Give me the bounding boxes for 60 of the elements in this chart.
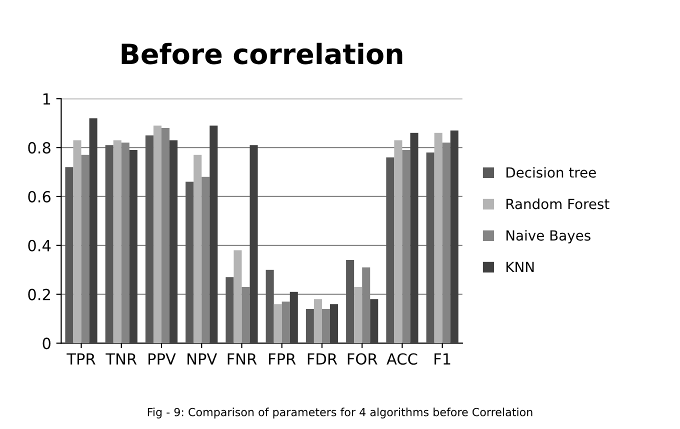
x-tick-label: TPR	[66, 353, 96, 365]
bar	[266, 270, 274, 344]
y-tick-label: 0.6	[28, 190, 51, 203]
bar	[242, 286, 250, 344]
bar	[394, 140, 402, 344]
y-tick-label: 1	[43, 93, 50, 104]
x-tick-label: TNR	[106, 353, 137, 365]
bar	[170, 140, 178, 344]
y-tick-label: 0	[42, 338, 50, 350]
legend-label: Random Forest	[506, 198, 610, 210]
bar	[386, 157, 394, 344]
legend-label: Decision tree	[506, 166, 596, 178]
bar	[194, 154, 202, 344]
bar	[322, 308, 330, 344]
bar	[73, 140, 82, 344]
bar	[65, 167, 74, 344]
bar	[282, 302, 290, 344]
x-tick-label: FPR	[269, 353, 296, 365]
bar	[162, 128, 170, 344]
bar	[330, 304, 338, 344]
legend-label: Naive Bayes	[506, 230, 590, 244]
bar	[442, 142, 450, 344]
bar	[234, 250, 242, 344]
text: Fig - 9: Comparison of parameters for 4 algorithms before Correlation	[148, 408, 532, 418]
bar	[314, 299, 322, 344]
bar	[426, 152, 434, 344]
bar	[354, 286, 362, 344]
y-tick-label: 0.8	[28, 142, 50, 154]
bar	[290, 292, 298, 344]
bar	[410, 132, 418, 344]
y-tick-label: 0.4	[28, 240, 51, 252]
bar	[89, 118, 98, 344]
x-tick-label: FDR	[308, 353, 338, 365]
bar	[450, 130, 458, 344]
bar	[145, 135, 154, 344]
bar	[434, 132, 442, 344]
bar	[129, 150, 138, 344]
bar	[202, 176, 210, 344]
bar	[346, 260, 354, 344]
chart-title: Before correlation	[122, 42, 402, 64]
bar	[210, 126, 218, 344]
x-tick-label: ACC	[386, 353, 418, 365]
bar	[370, 299, 378, 344]
x-tick-label: PPV	[148, 353, 176, 365]
bar	[250, 145, 258, 344]
bar	[186, 182, 194, 344]
bar	[81, 154, 90, 344]
legend-label: KNN	[506, 262, 534, 272]
y-tick-label: 0.2	[28, 288, 50, 300]
bar	[274, 304, 282, 344]
x-tick-label: FOR	[348, 353, 378, 365]
bar	[153, 126, 162, 344]
x-tick-label: F1	[434, 353, 450, 365]
bar	[105, 145, 114, 344]
bar	[113, 140, 122, 344]
bar	[226, 277, 234, 344]
bar	[402, 150, 410, 344]
bar	[306, 308, 314, 344]
x-tick-label: FNR	[228, 353, 257, 365]
x-tick-label: NPV	[188, 353, 218, 365]
